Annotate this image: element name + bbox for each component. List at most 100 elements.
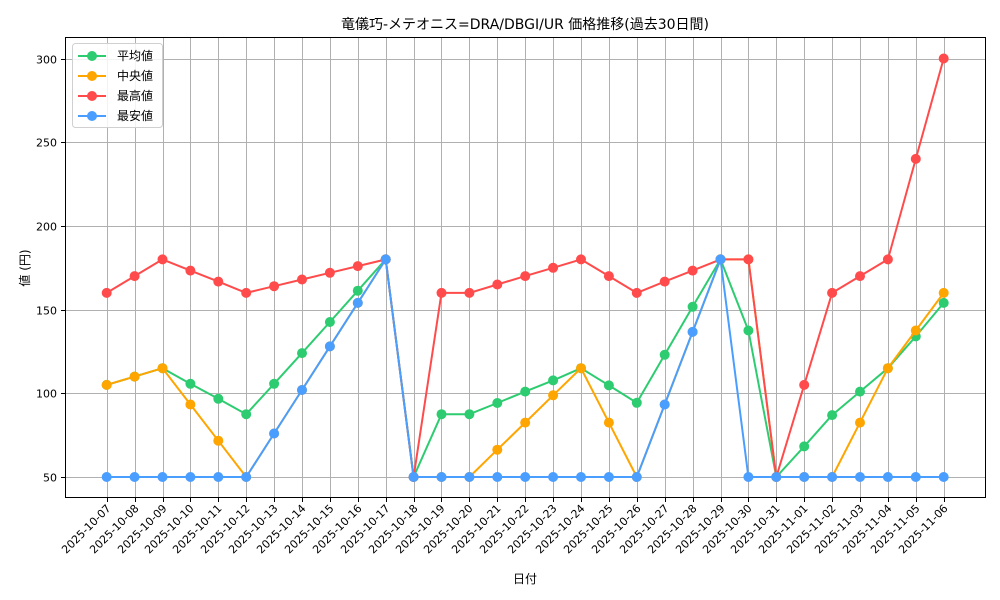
data-point-marker [855, 386, 865, 397]
data-point-marker [185, 265, 196, 276]
data-point-marker [576, 363, 586, 374]
data-point-marker [799, 441, 810, 452]
y-tick-label: 300 [36, 54, 57, 67]
data-point-marker [882, 472, 893, 482]
data-point-marker [241, 472, 252, 482]
data-point-marker [855, 417, 865, 428]
y-tick-label: 100 [36, 388, 57, 401]
y-axis-ticks: 50 100 150 200 250 300 [36, 54, 66, 485]
x-axis-label: 日付 [513, 572, 537, 586]
data-point-marker [241, 287, 252, 298]
y-axis-label: 値 (円) [17, 249, 32, 286]
data-point-marker [687, 265, 698, 276]
legend-marker-icon [87, 91, 97, 101]
data-point-marker [297, 348, 307, 359]
data-point-marker [715, 254, 726, 265]
data-point-marker [464, 287, 475, 298]
data-point-marker [101, 287, 112, 298]
y-tick-label: 50 [43, 472, 57, 485]
data-point-marker [297, 385, 307, 395]
data-point-marker [603, 417, 614, 428]
data-point-marker [269, 281, 280, 292]
data-point-marker [185, 378, 196, 389]
data-point-marker [129, 271, 140, 282]
legend-item: 平均値 [78, 48, 153, 63]
legend-label: 中央値 [117, 68, 153, 83]
legend-box [72, 43, 163, 128]
data-point-marker [324, 341, 335, 352]
data-point-marker [548, 472, 559, 482]
data-point-marker [157, 254, 168, 265]
data-point-marker [464, 472, 475, 482]
data-point-marker [520, 386, 531, 397]
data-point-marker [659, 276, 670, 287]
data-point-marker [520, 472, 531, 482]
data-point-marker [548, 375, 559, 386]
data-point-marker [297, 274, 307, 285]
data-point-marker [548, 390, 559, 401]
data-point-marker [603, 271, 614, 282]
data-point-marker [743, 325, 754, 336]
data-point-marker [827, 410, 838, 421]
data-point-marker [436, 287, 447, 298]
data-point-marker [659, 399, 670, 410]
data-point-marker [352, 297, 363, 308]
data-point-marker [492, 472, 503, 482]
data-point-marker [269, 428, 280, 439]
data-point-marker [910, 472, 921, 482]
chart-title: 竜儀巧-メテオニス=DRA/DBGI/UR 価格推移(過去30日間) [341, 16, 709, 33]
data-point-marker [408, 472, 419, 482]
legend-label: 最安値 [117, 108, 153, 123]
data-point-marker [799, 472, 810, 482]
data-point-marker [157, 363, 168, 374]
data-point-marker [687, 301, 698, 312]
data-point-marker [492, 444, 503, 455]
legend-label: 平均値 [117, 48, 153, 63]
data-point-marker [436, 409, 447, 420]
data-point-marker [464, 409, 475, 420]
data-point-marker [631, 397, 642, 408]
legend-item: 最安値 [78, 108, 153, 123]
data-point-marker [520, 271, 531, 282]
y-tick-label: 200 [36, 221, 57, 234]
data-point-marker [436, 472, 447, 482]
data-point-marker [938, 287, 949, 298]
data-point-marker [631, 472, 642, 482]
data-point-marker [827, 472, 838, 482]
data-point-marker [938, 53, 949, 64]
data-point-marker [185, 399, 196, 410]
legend-label: 最高値 [117, 88, 153, 103]
data-point-marker [324, 267, 335, 278]
series-lines [101, 53, 949, 482]
data-point-marker [520, 417, 531, 428]
data-point-marker [213, 276, 224, 287]
data-point-marker [157, 472, 168, 482]
data-point-marker [213, 472, 224, 482]
data-point-marker [603, 380, 614, 391]
data-point-marker [324, 317, 335, 327]
data-point-marker [492, 398, 503, 408]
data-point-marker [743, 472, 754, 482]
data-point-marker [910, 153, 921, 164]
data-point-marker [492, 279, 503, 290]
data-point-marker [352, 285, 363, 296]
data-point-marker [827, 287, 838, 298]
legend-marker-icon [87, 51, 97, 61]
data-point-marker [213, 393, 224, 404]
data-point-marker [687, 326, 698, 337]
data-point-marker [938, 472, 949, 482]
data-point-marker [101, 379, 112, 390]
y-tick-label: 150 [36, 305, 57, 318]
data-point-marker [576, 254, 586, 265]
legend-item: 最高値 [78, 88, 153, 103]
data-point-marker [771, 472, 782, 482]
data-point-marker [799, 379, 810, 390]
data-point-marker [269, 378, 280, 389]
data-point-marker [576, 472, 586, 482]
data-point-marker [352, 261, 363, 272]
data-point-marker [882, 363, 893, 374]
grid-lines [66, 38, 985, 497]
data-point-marker [855, 271, 865, 282]
